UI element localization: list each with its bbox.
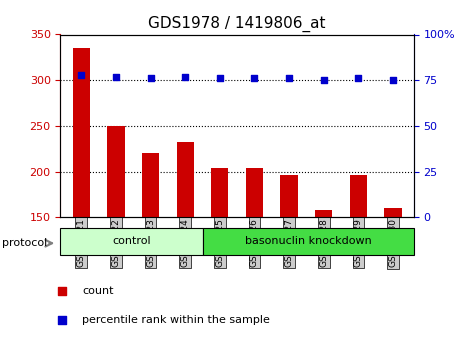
Bar bbox=[73, 48, 90, 345]
Text: GSM92226: GSM92226 bbox=[250, 218, 259, 267]
Text: GSM92223: GSM92223 bbox=[146, 218, 155, 267]
Text: control: control bbox=[112, 237, 151, 246]
Text: basonuclin knockdown: basonuclin knockdown bbox=[245, 237, 372, 246]
Bar bbox=[350, 175, 367, 345]
Bar bbox=[142, 153, 159, 345]
Point bbox=[59, 288, 66, 293]
Bar bbox=[177, 142, 194, 345]
Bar bbox=[107, 126, 125, 345]
Bar bbox=[280, 175, 298, 345]
Point bbox=[286, 76, 293, 81]
Point bbox=[389, 77, 397, 83]
Text: count: count bbox=[82, 286, 113, 296]
Point bbox=[59, 317, 66, 323]
Text: GSM92224: GSM92224 bbox=[181, 218, 190, 267]
Point bbox=[320, 77, 327, 83]
Text: GSM92221: GSM92221 bbox=[77, 218, 86, 267]
Point bbox=[355, 76, 362, 81]
Point bbox=[112, 74, 120, 79]
Text: GSM92225: GSM92225 bbox=[215, 218, 224, 267]
Text: GSM92227: GSM92227 bbox=[285, 218, 293, 267]
Bar bbox=[385, 208, 402, 345]
Bar bbox=[202, 228, 414, 255]
Text: percentile rank within the sample: percentile rank within the sample bbox=[82, 315, 270, 325]
Text: GSM92222: GSM92222 bbox=[112, 218, 120, 267]
Bar bbox=[211, 168, 228, 345]
Title: GDS1978 / 1419806_at: GDS1978 / 1419806_at bbox=[148, 16, 326, 32]
Text: GSM92228: GSM92228 bbox=[319, 218, 328, 267]
Bar bbox=[246, 168, 263, 345]
Text: GSM92230: GSM92230 bbox=[389, 218, 398, 267]
Point bbox=[147, 76, 154, 81]
Point bbox=[216, 76, 224, 81]
Point bbox=[251, 76, 258, 81]
Text: protocol: protocol bbox=[2, 238, 47, 248]
Point bbox=[181, 74, 189, 79]
Text: GSM92229: GSM92229 bbox=[354, 218, 363, 267]
Point bbox=[78, 72, 85, 78]
Bar bbox=[60, 228, 202, 255]
Bar bbox=[315, 210, 332, 345]
